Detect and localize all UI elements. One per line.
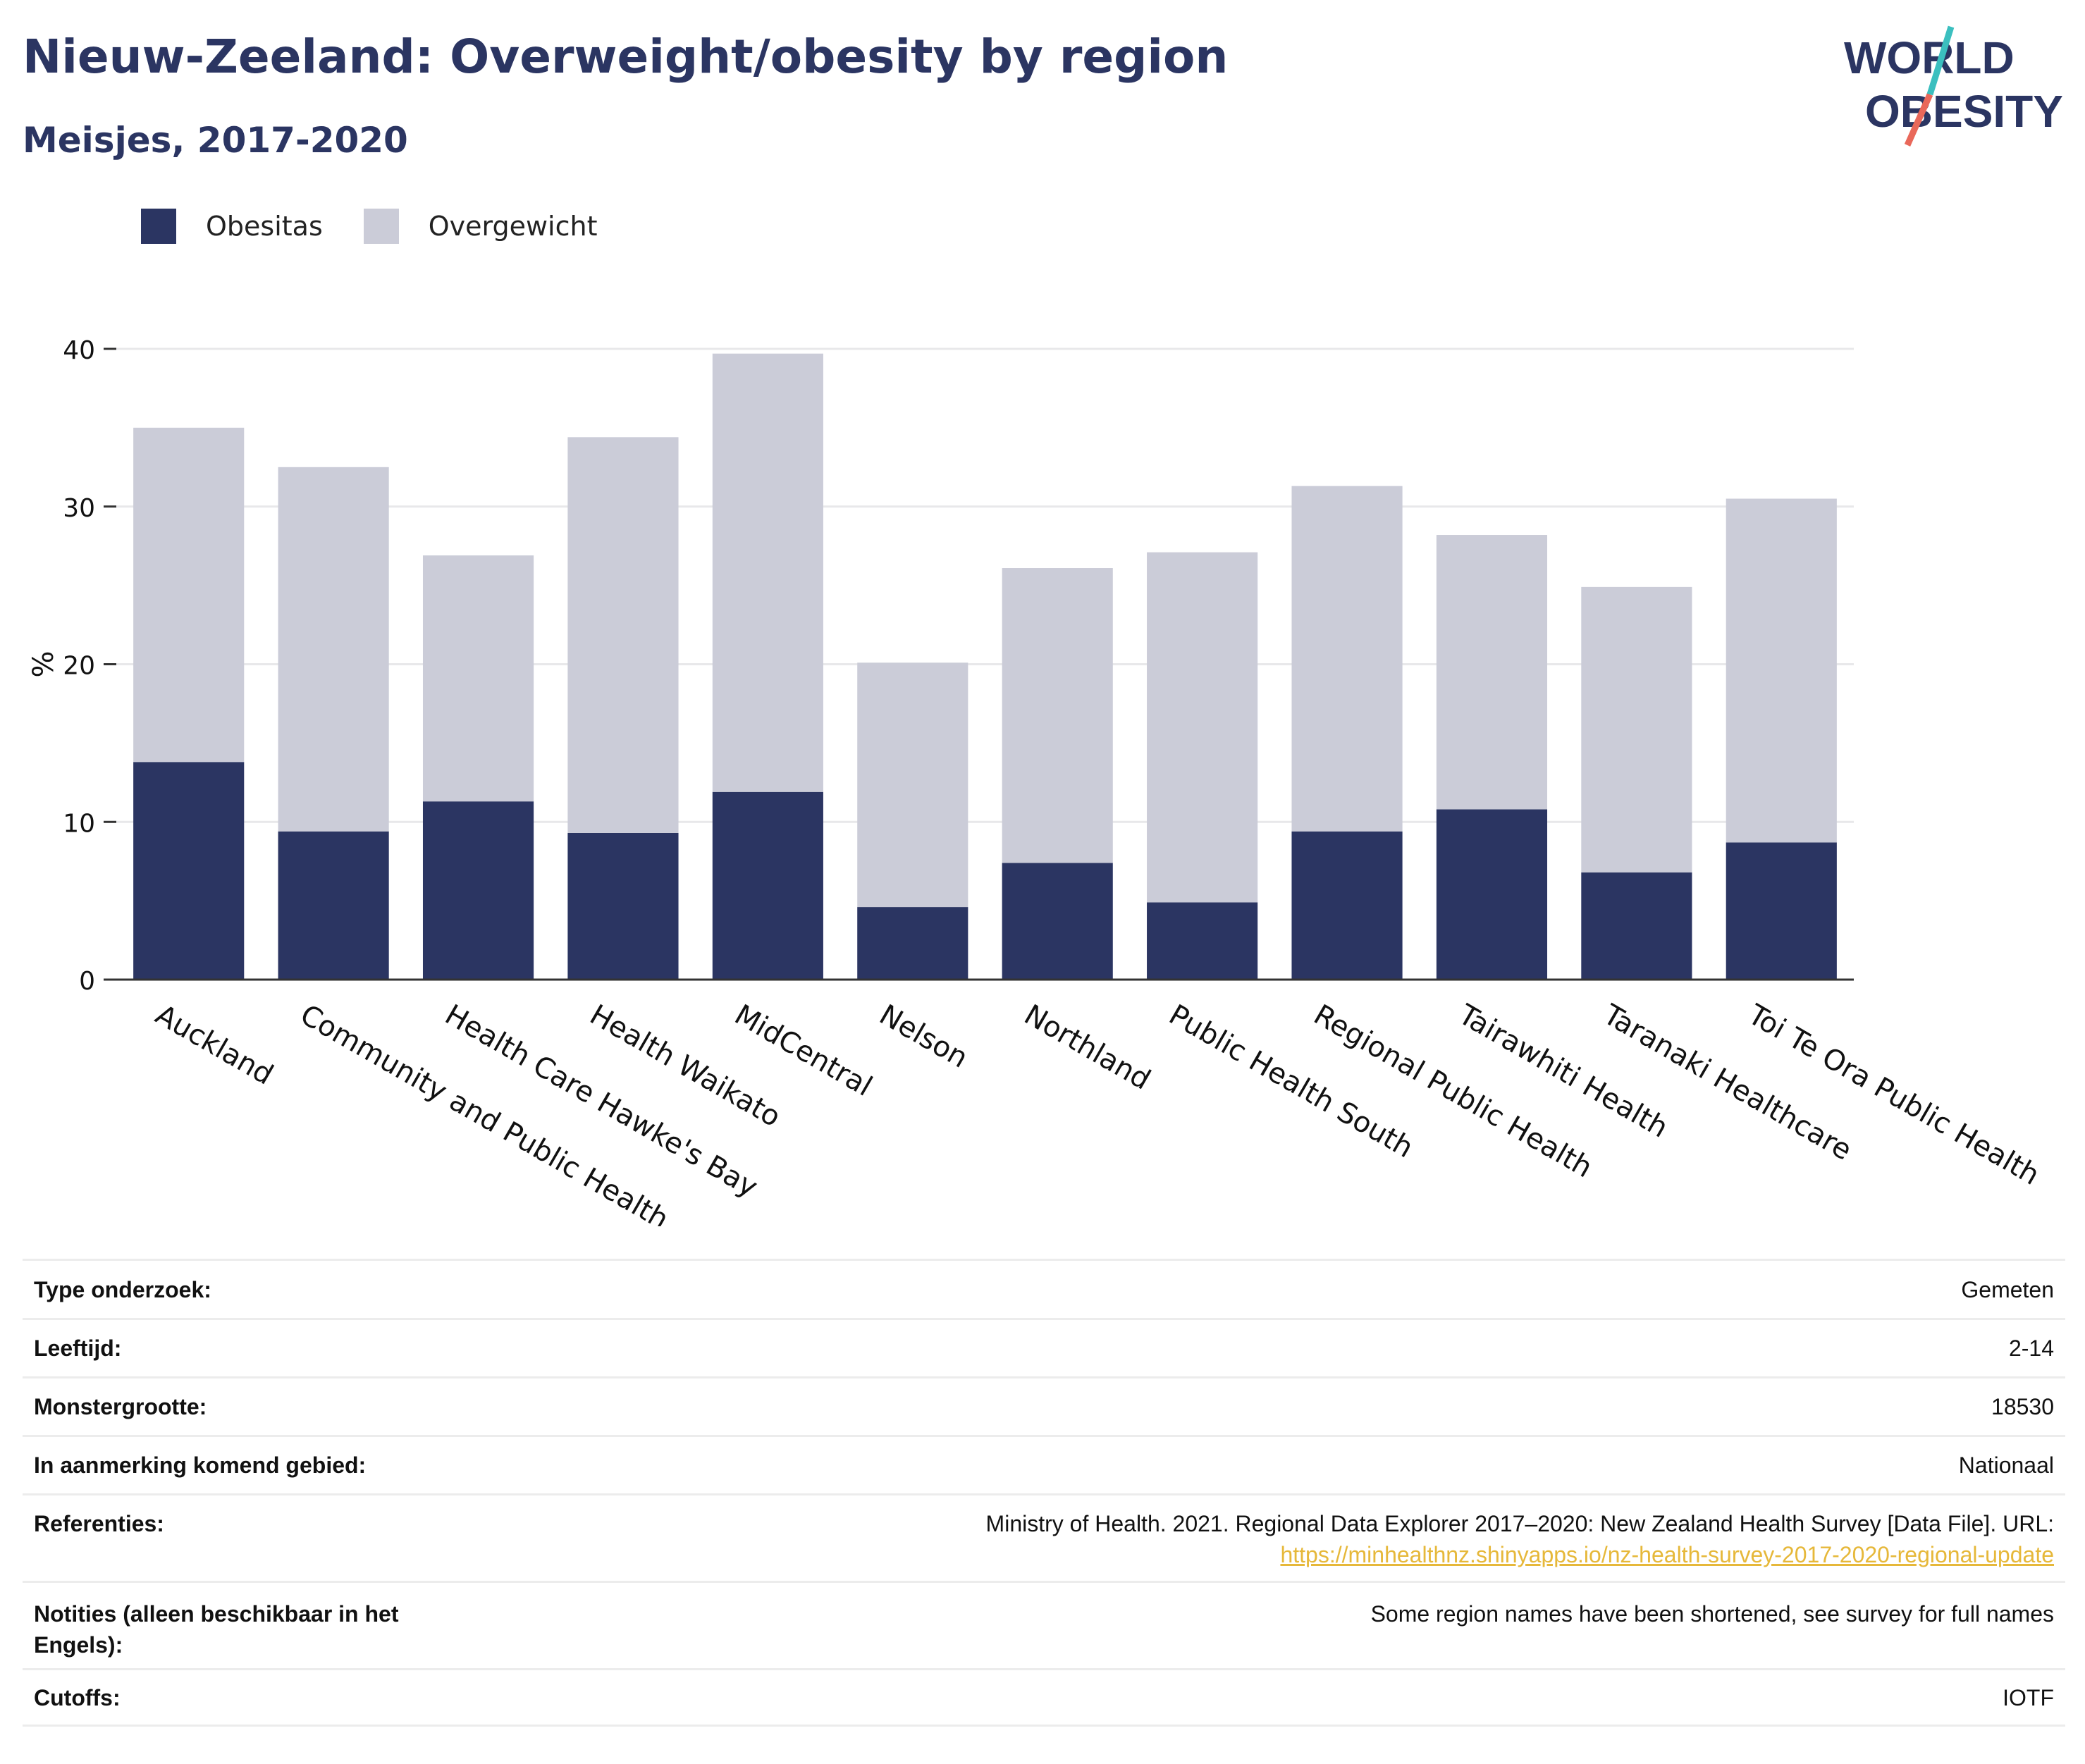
meta-label: Monstergrootte: xyxy=(34,1394,207,1419)
bar-overweight xyxy=(278,467,389,832)
meta-value: 2-14 xyxy=(2008,1336,2054,1361)
meta-label: Type onderzoek: xyxy=(34,1276,211,1302)
meta-row-survey-type: Type onderzoek: Gemeten xyxy=(23,1259,2065,1318)
bar-overweight xyxy=(1291,486,1403,832)
x-tick-label: Nelson xyxy=(874,999,973,1075)
bar-overweight xyxy=(1147,552,1258,903)
legend-swatch-obese xyxy=(141,209,176,244)
reference-link[interactable]: https://minhealthnz.shinyapps.io/nz-heal… xyxy=(1280,1542,2054,1567)
bar-overweight xyxy=(1436,535,1548,810)
logo-line2: OBESITY xyxy=(1865,86,2063,137)
bar-obese xyxy=(1581,872,1692,980)
y-tick-label: 0 xyxy=(79,967,95,996)
bar-overweight xyxy=(857,662,968,908)
bar-obese xyxy=(133,762,245,980)
metadata-table: Type onderzoek: Gemeten Leeftijd: 2-14 M… xyxy=(23,1259,2065,1727)
logo-slash-coral xyxy=(1904,93,1933,147)
bar-obese xyxy=(712,791,823,980)
y-tick-label: 10 xyxy=(63,809,95,838)
meta-value: Nationaal xyxy=(1958,1452,2054,1478)
bar-obese xyxy=(857,907,968,980)
bar-overweight xyxy=(1726,498,1837,843)
bar-obese xyxy=(278,831,389,980)
bar-obese xyxy=(1147,902,1258,980)
meta-label: Cutoffs: xyxy=(34,1684,121,1710)
meta-label: Notities (alleen beschikbaar in het Enge… xyxy=(34,1601,399,1658)
bar-obese xyxy=(1291,831,1403,980)
bar-obese xyxy=(567,832,679,980)
x-tick-label: Auckland xyxy=(150,999,279,1092)
world-obesity-logo: WORLD OBESITY xyxy=(1844,25,2063,147)
meta-label: In aanmerking komend gebied: xyxy=(34,1452,367,1478)
reference-text: Ministry of Health. 2021. Regional Data … xyxy=(985,1511,2054,1536)
chart-title: Nieuw-Zeeland: Overweight/obesity by reg… xyxy=(23,30,1229,84)
bar-overweight xyxy=(1002,568,1113,863)
bar-overweight xyxy=(133,427,245,763)
legend-item-overweight: Overgewicht xyxy=(363,209,598,244)
bar-obese xyxy=(1726,842,1837,980)
chart-subtitle: Meisjes, 2017-2020 xyxy=(23,120,408,161)
meta-row-area: In aanmerking komend gebied: Nationaal xyxy=(23,1435,2065,1493)
legend-label-obese: Obesitas xyxy=(206,211,323,242)
bar-obese xyxy=(1002,863,1113,980)
chart-legend: Obesitas Overgewicht xyxy=(141,209,639,244)
meta-row-notes: Notities (alleen beschikbaar in het Enge… xyxy=(23,1581,2065,1668)
logo-slash-teal xyxy=(1926,25,1955,96)
meta-row-sample-size: Monstergrootte: 18530 xyxy=(23,1376,2065,1435)
legend-label-overweight: Overgewicht xyxy=(428,211,598,242)
meta-row-cutoffs: Cutoffs: IOTF xyxy=(23,1668,2065,1727)
x-tick-label: Northland xyxy=(1019,999,1156,1097)
meta-value: IOTF xyxy=(2003,1684,2054,1710)
meta-value-references: Ministry of Health. 2021. Regional Data … xyxy=(485,1508,2054,1581)
y-tick-label: 20 xyxy=(63,652,95,681)
y-axis-label: % xyxy=(27,650,60,677)
bar-overweight xyxy=(1581,586,1692,872)
meta-label: Leeftijd: xyxy=(34,1336,122,1361)
bar-overweight xyxy=(712,353,823,792)
meta-label: Referenties: xyxy=(34,1511,164,1536)
meta-row-age: Leeftijd: 2-14 xyxy=(23,1318,2065,1376)
y-tick-label: 30 xyxy=(63,494,95,523)
bar-overweight xyxy=(422,555,534,802)
logo-line1: WORLD xyxy=(1844,32,2015,83)
bar-overweight xyxy=(567,437,679,833)
bar-obese xyxy=(1436,809,1548,980)
x-tick-label: Toi Te Ora Public Health xyxy=(1742,998,2045,1192)
y-tick-label: 40 xyxy=(63,336,95,365)
meta-value: Some region names have been shortened, s… xyxy=(1370,1601,2054,1627)
legend-item-obese: Obesitas xyxy=(141,209,323,244)
x-tick-label: Public Health South xyxy=(1164,999,1419,1165)
meta-value: Gemeten xyxy=(1961,1276,2054,1302)
x-tick-label: Taranaki Healthcare xyxy=(1597,998,1857,1166)
meta-value: 18530 xyxy=(1991,1394,2054,1419)
legend-swatch-overweight xyxy=(363,209,399,244)
meta-row-references: Referenties: Ministry of Health. 2021. R… xyxy=(23,1493,2065,1581)
bar-obese xyxy=(422,801,534,980)
